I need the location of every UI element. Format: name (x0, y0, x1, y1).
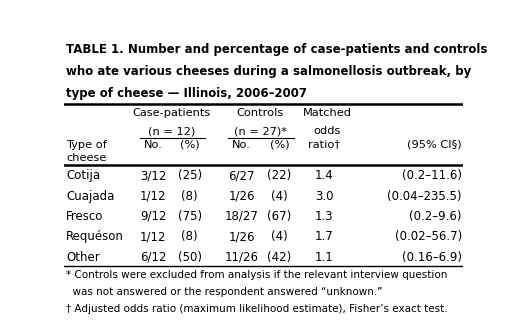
Text: Matched: Matched (303, 108, 352, 118)
Text: 3/12: 3/12 (140, 169, 166, 182)
Text: cheese: cheese (66, 153, 106, 163)
Text: (50): (50) (178, 250, 201, 264)
Text: (0.02–56.7): (0.02–56.7) (395, 230, 462, 243)
Text: (25): (25) (178, 169, 202, 182)
Text: odds: odds (314, 126, 341, 136)
Text: Cotija: Cotija (66, 169, 100, 182)
Text: (22): (22) (267, 169, 291, 182)
Text: 1.4: 1.4 (315, 169, 334, 182)
Text: 9/12: 9/12 (140, 210, 167, 223)
Text: 3.0: 3.0 (315, 190, 334, 203)
Text: Fresco: Fresco (66, 210, 104, 223)
Text: (0.2–11.6): (0.2–11.6) (402, 169, 462, 182)
Text: 1.1: 1.1 (315, 250, 334, 264)
Text: (8): (8) (181, 230, 198, 243)
Text: 1/26: 1/26 (228, 190, 255, 203)
Text: was not answered or the respondent answered “unknown.”: was not answered or the respondent answe… (66, 287, 383, 297)
Text: (4): (4) (271, 230, 288, 243)
Text: (95% CI§): (95% CI§) (407, 140, 462, 150)
Text: who ate various cheeses during a salmonellosis outbreak, by: who ate various cheeses during a salmone… (66, 65, 471, 78)
Text: No.: No. (232, 140, 251, 150)
Text: Requéson: Requéson (66, 230, 124, 243)
Text: 11/26: 11/26 (225, 250, 259, 264)
Text: (4): (4) (271, 190, 288, 203)
Text: 1/26: 1/26 (228, 230, 255, 243)
Text: Type of: Type of (66, 140, 107, 150)
Text: type of cheese — Illinois, 2006–2007: type of cheese — Illinois, 2006–2007 (66, 87, 307, 100)
Text: 6/27: 6/27 (228, 169, 255, 182)
Text: (0.16–6.9): (0.16–6.9) (402, 250, 462, 264)
Text: 18/27: 18/27 (225, 210, 259, 223)
Text: 6/12: 6/12 (140, 250, 167, 264)
Text: 1/12: 1/12 (140, 190, 167, 203)
Text: 1.3: 1.3 (315, 210, 334, 223)
Text: (n = 27)*: (n = 27)* (234, 126, 287, 136)
Text: TABLE 1. Number and percentage of case-patients and controls: TABLE 1. Number and percentage of case-p… (66, 43, 488, 56)
Text: (0.2–9.6): (0.2–9.6) (409, 210, 462, 223)
Text: * Controls were excluded from analysis if the relevant interview question: * Controls were excluded from analysis i… (66, 270, 448, 280)
Text: (0.04–235.5): (0.04–235.5) (388, 190, 462, 203)
Text: † Adjusted odds ratio (maximum likelihood estimate), Fisher’s exact test.: † Adjusted odds ratio (maximum likelihoo… (66, 304, 448, 314)
Text: Cuajada: Cuajada (66, 190, 115, 203)
Text: (8): (8) (181, 190, 198, 203)
Text: Case-patients: Case-patients (133, 108, 211, 118)
Text: (67): (67) (267, 210, 291, 223)
Text: Other: Other (66, 250, 100, 264)
Text: No.: No. (143, 140, 162, 150)
Text: 1/12: 1/12 (140, 230, 167, 243)
Text: (%): (%) (180, 140, 199, 150)
Text: 1.7: 1.7 (315, 230, 334, 243)
Text: (75): (75) (178, 210, 202, 223)
Text: ratio†: ratio† (308, 140, 340, 150)
Text: (42): (42) (267, 250, 291, 264)
Text: Controls: Controls (237, 108, 284, 118)
Text: (%): (%) (269, 140, 289, 150)
Text: (n = 12): (n = 12) (148, 126, 195, 136)
